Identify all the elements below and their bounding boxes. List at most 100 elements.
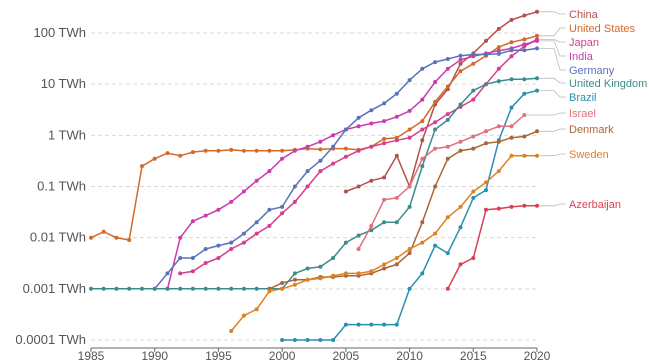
data-point-japan <box>254 231 259 236</box>
data-point-united-kingdom <box>407 204 412 209</box>
data-point-germany <box>165 271 170 276</box>
legend-connector-india <box>539 40 566 57</box>
data-point-china <box>484 38 488 43</box>
series-india <box>152 38 539 291</box>
data-point-united-kingdom <box>484 82 488 87</box>
data-point-china <box>535 9 539 14</box>
data-point-israel <box>433 146 438 151</box>
data-point-japan <box>318 169 323 174</box>
data-point-india <box>331 133 336 138</box>
series-azerbaijan <box>445 203 539 291</box>
data-point-sweden <box>292 282 297 287</box>
data-point-united-states <box>229 147 234 152</box>
data-point-india <box>496 48 501 53</box>
data-point-china <box>522 13 527 18</box>
data-point-united-states <box>407 127 412 132</box>
series-japan <box>178 37 539 276</box>
y-tick-label: 10 TWh <box>41 76 86 91</box>
data-point-china <box>369 178 374 183</box>
data-point-sweden <box>394 256 399 260</box>
data-point-denmark <box>496 139 501 144</box>
data-point-sweden <box>535 153 539 158</box>
data-point-united-kingdom <box>178 286 183 291</box>
data-point-brazil <box>318 338 323 342</box>
data-point-india <box>318 139 323 144</box>
data-point-israel <box>445 144 450 149</box>
data-point-india <box>216 207 221 212</box>
data-point-united-kingdom <box>496 79 501 84</box>
data-point-israel <box>509 124 514 129</box>
data-point-brazil <box>445 251 450 256</box>
data-point-israel <box>420 156 425 161</box>
data-point-israel <box>484 129 488 134</box>
data-point-india <box>267 169 272 174</box>
data-point-united-states <box>190 150 195 155</box>
data-point-china <box>356 184 361 189</box>
data-point-india <box>433 80 438 84</box>
data-point-germany <box>267 207 272 212</box>
data-point-germany <box>280 204 285 209</box>
data-point-sweden <box>229 329 234 333</box>
data-point-united-kingdom <box>229 286 234 291</box>
data-point-germany <box>241 231 246 236</box>
data-point-india <box>522 42 527 47</box>
data-point-united-states <box>127 238 132 242</box>
data-point-sweden <box>331 273 336 278</box>
legend-label-united-states: United States <box>569 23 636 35</box>
legend-label-china: China <box>569 9 599 21</box>
data-point-india <box>394 114 399 119</box>
data-point-united-kingdom <box>127 286 132 291</box>
data-point-azerbaijan <box>471 256 476 260</box>
data-point-brazil <box>420 271 425 276</box>
data-point-united-states <box>382 136 387 141</box>
data-point-japan <box>382 141 387 146</box>
series-israel <box>356 113 527 251</box>
series-line-sweden <box>230 154 537 332</box>
data-point-sweden <box>267 289 272 294</box>
y-tick-label: 1 TWh <box>48 127 86 142</box>
data-point-germany <box>382 101 387 106</box>
data-point-united-kingdom <box>241 286 246 291</box>
data-point-brazil <box>305 338 310 342</box>
data-point-japan <box>420 127 425 132</box>
data-point-united-states <box>165 151 170 156</box>
data-point-united-states <box>318 147 323 152</box>
data-point-azerbaijan <box>445 286 450 291</box>
x-tick-label: 1995 <box>205 349 232 360</box>
data-point-germany <box>522 48 527 53</box>
data-point-denmark <box>458 148 463 153</box>
x-tick-label: 1985 <box>78 349 105 360</box>
data-point-united-kingdom <box>305 266 310 271</box>
data-point-japan <box>356 148 361 153</box>
data-point-germany <box>484 52 488 57</box>
data-point-united-states <box>509 40 514 45</box>
data-point-germany <box>229 240 234 245</box>
data-point-sweden <box>420 240 425 245</box>
data-point-sweden <box>254 307 259 312</box>
data-point-united-kingdom <box>509 77 514 82</box>
data-point-brazil <box>343 322 348 327</box>
legend-label-india: India <box>569 51 594 63</box>
data-point-china <box>509 17 514 22</box>
data-point-azerbaijan <box>535 203 539 208</box>
data-point-united-kingdom <box>89 286 93 291</box>
data-point-germany <box>178 256 183 260</box>
data-point-germany <box>535 46 539 51</box>
legend-label-denmark: Denmark <box>569 124 614 136</box>
data-point-japan <box>216 256 221 260</box>
data-point-denmark <box>471 146 476 151</box>
x-tick-label: 2020 <box>524 349 551 360</box>
data-point-israel <box>382 197 387 202</box>
data-point-united-states <box>241 148 246 153</box>
data-point-azerbaijan <box>484 207 488 212</box>
data-point-japan <box>471 97 476 102</box>
data-point-united-kingdom <box>152 286 157 291</box>
data-point-united-states <box>216 148 221 153</box>
data-point-japan <box>433 120 438 125</box>
data-point-denmark <box>535 129 539 134</box>
data-point-japan <box>343 154 348 159</box>
data-point-united-states <box>267 148 272 153</box>
data-point-sweden <box>407 247 412 251</box>
data-point-sweden <box>509 153 514 158</box>
data-point-azerbaijan <box>509 204 514 209</box>
